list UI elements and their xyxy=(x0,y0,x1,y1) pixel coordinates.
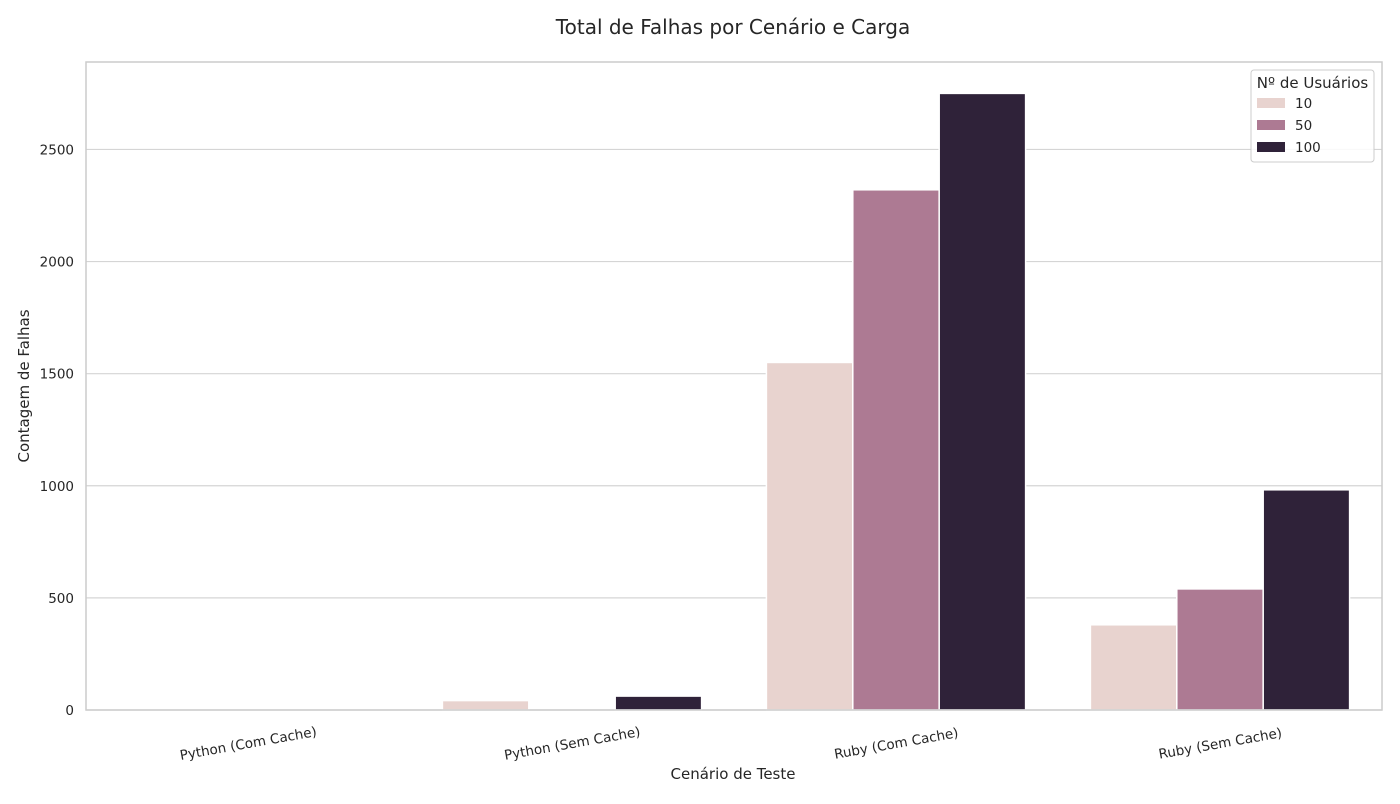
y-tick-label: 2500 xyxy=(40,142,74,158)
bar-100-2 xyxy=(938,92,1027,711)
legend-swatch-100 xyxy=(1257,142,1285,152)
bar-100-3 xyxy=(1262,489,1351,711)
x-tick-labels: Python (Com Cache) Python (Sem Cache) Ruby… xyxy=(179,724,1284,764)
x-tick-label: Python (Com Cache) xyxy=(179,724,318,764)
y-axis-label: Contagem de Falhas xyxy=(15,309,33,462)
legend-box xyxy=(1250,69,1375,163)
bar-50-2 xyxy=(852,189,940,711)
y-tick-labels: 0 500 1000 1500 2000 2500 xyxy=(40,142,74,719)
x-tick-label: Python (Sem Cache) xyxy=(503,724,642,764)
legend-label: 10 xyxy=(1295,96,1312,112)
legend: Nº de Usuários 10 50 100 xyxy=(1250,69,1375,163)
y-tick-label: 500 xyxy=(48,591,74,607)
y-tick-label: 0 xyxy=(65,703,74,719)
bar-10-2 xyxy=(765,361,854,711)
bar-100-1 xyxy=(614,695,703,711)
legend-title: Nº de Usuários xyxy=(1257,74,1369,92)
bar-10-3 xyxy=(1089,624,1178,711)
x-tick-label: Ruby (Com Cache) xyxy=(833,725,960,763)
y-tick-label: 2000 xyxy=(40,255,74,271)
legend-label: 50 xyxy=(1295,118,1312,134)
y-tick-label: 1500 xyxy=(40,367,74,383)
x-tick-label: Ruby (Sem Cache) xyxy=(1157,725,1283,762)
legend-swatch-10 xyxy=(1257,98,1285,108)
bars xyxy=(441,92,1351,711)
plot-frame xyxy=(85,61,1383,711)
bar-10-1 xyxy=(441,699,530,711)
bar-50-3 xyxy=(1176,588,1264,711)
legend-label: 100 xyxy=(1295,140,1321,156)
legend-swatch-50 xyxy=(1257,120,1285,130)
y-tick-label: 1000 xyxy=(40,479,74,495)
x-axis-label: Cenário de Teste xyxy=(671,765,796,783)
chart-title: Total de Falhas por Cenário e Carga xyxy=(555,15,910,39)
